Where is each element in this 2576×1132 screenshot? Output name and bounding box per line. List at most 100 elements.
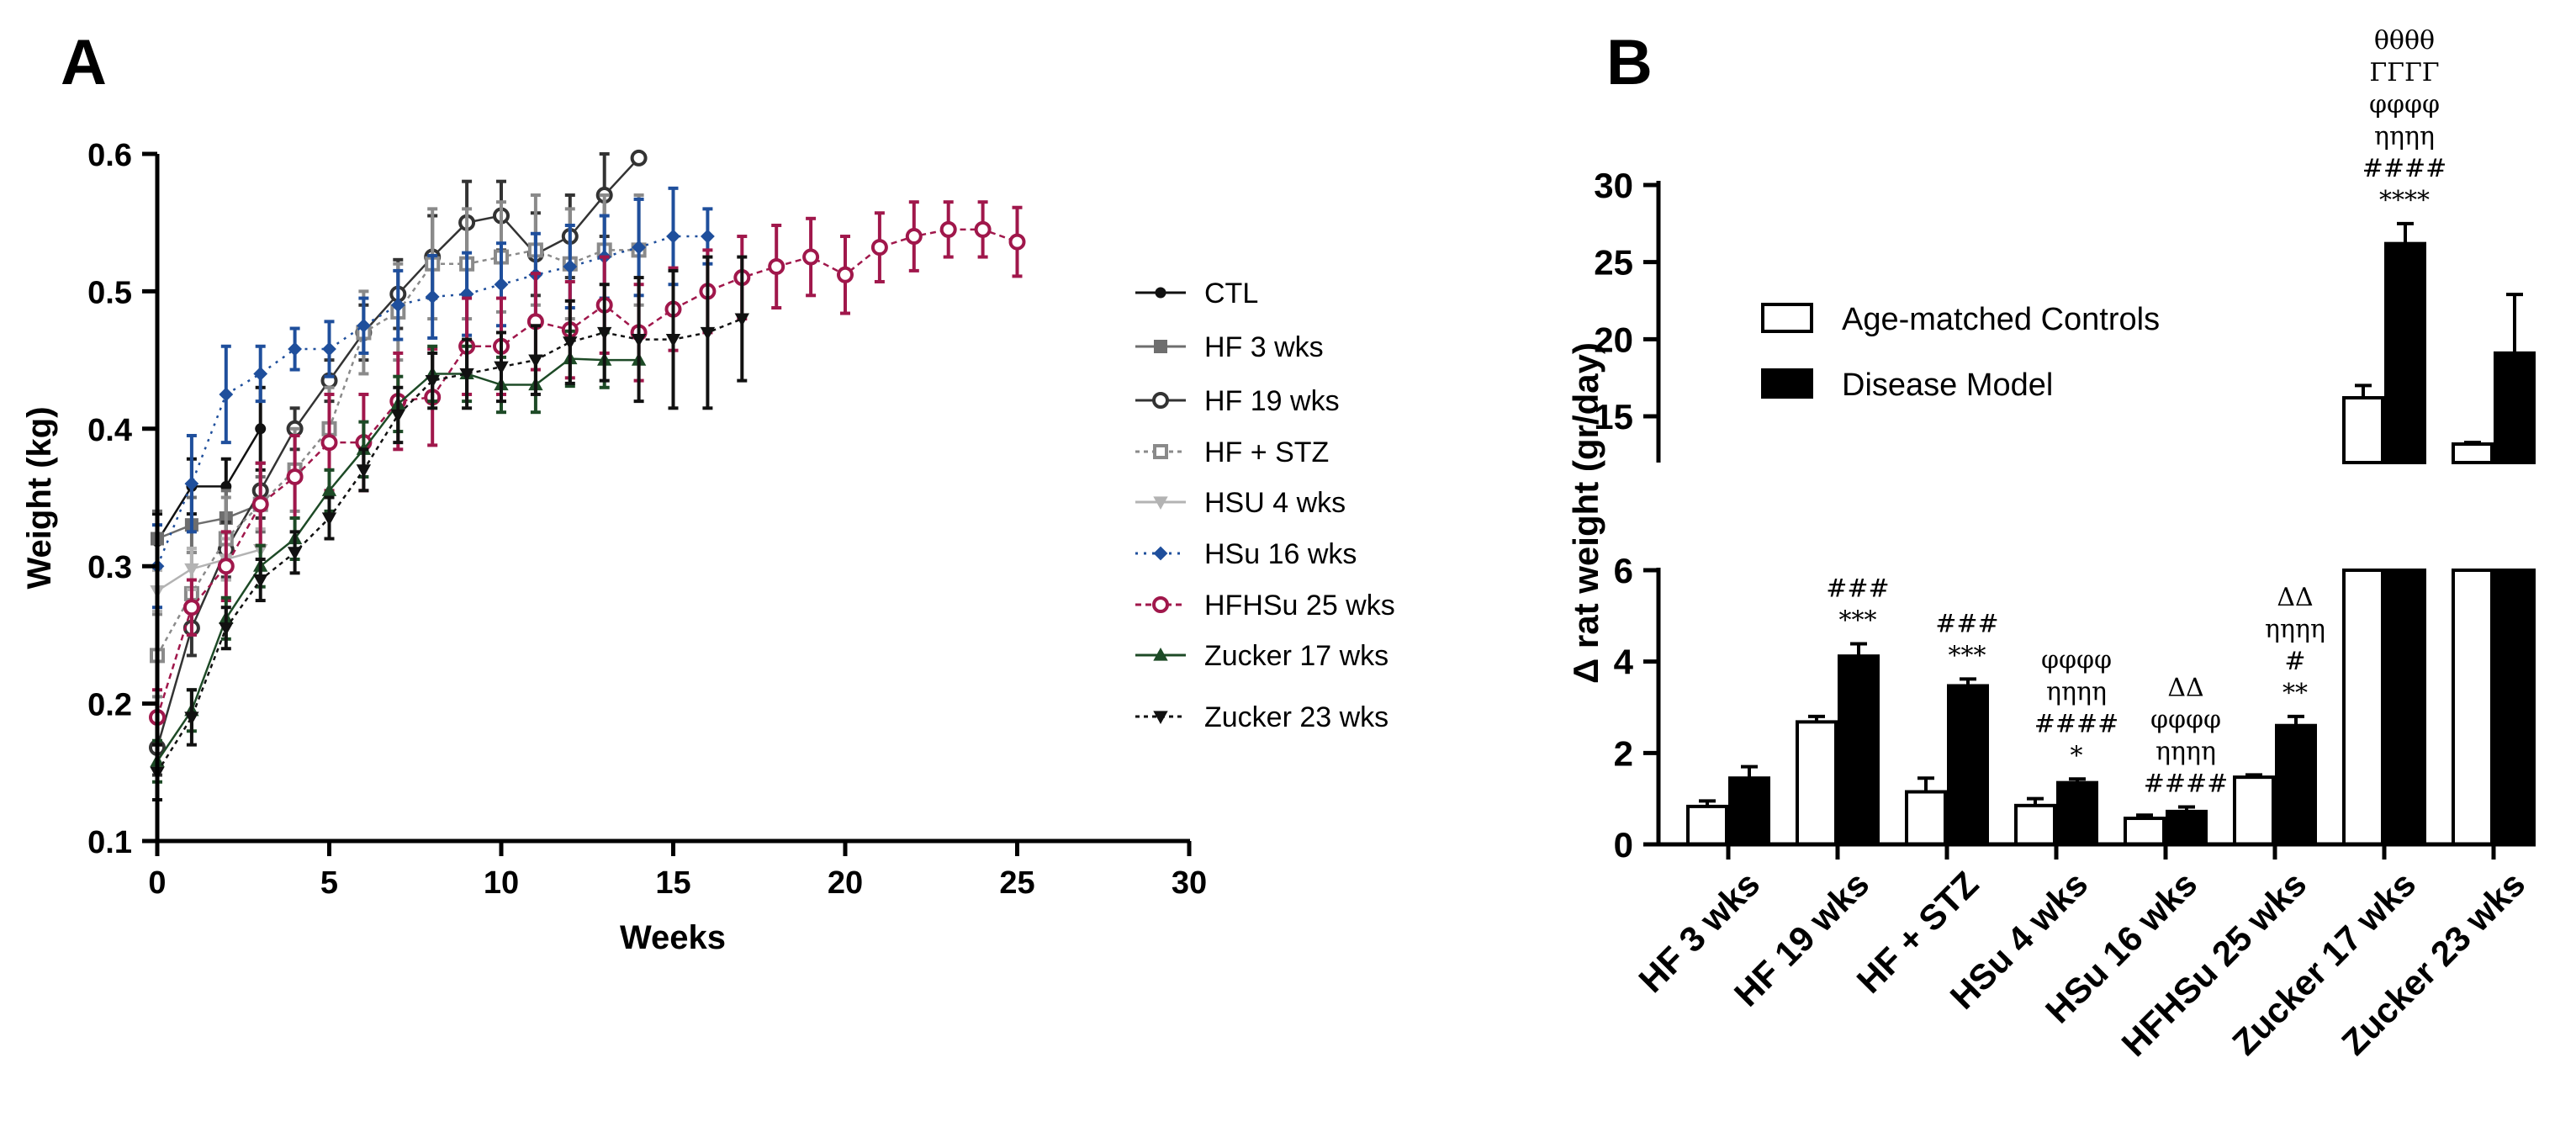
- b-y-tick-label: 4: [1614, 643, 1634, 682]
- data-point: [700, 326, 716, 341]
- significance-marker: ****: [2379, 186, 2430, 215]
- a-x-tick-label: 5: [320, 865, 338, 901]
- data-point: [322, 341, 336, 357]
- bar: [2166, 809, 2208, 847]
- legend-item: HFHSu 25 wks: [1135, 590, 1395, 622]
- bar: [1686, 804, 1728, 846]
- series-line: [156, 428, 262, 542]
- data-point: [321, 483, 337, 496]
- data-point: [219, 622, 234, 636]
- legend-label: Zucker 23 wks: [1204, 701, 1389, 733]
- data-point: [320, 434, 338, 452]
- series-line: [156, 157, 640, 748]
- bar: [2384, 569, 2426, 846]
- bar-group: [1686, 799, 1728, 846]
- data-point: [356, 464, 372, 478]
- data-point: [288, 341, 303, 357]
- bar-group: [1838, 642, 1880, 846]
- a-y-tick-label: 0.5: [87, 275, 132, 310]
- bar-group: [1796, 714, 1838, 846]
- panel-letter-b: B: [1606, 27, 1653, 98]
- data-point: [459, 368, 474, 382]
- b-category-label: Zucker 23 wks: [2334, 864, 2532, 1062]
- significance-marker: ####: [2362, 154, 2447, 183]
- series-line: [156, 503, 262, 540]
- data-point: [494, 361, 509, 375]
- legend-marker: [1153, 647, 1168, 661]
- b-y-tick-label: 30: [1594, 166, 1633, 205]
- data-point: [184, 563, 199, 577]
- data-point: [563, 259, 578, 274]
- legend-swatch: [1761, 303, 1813, 333]
- legend-marker: [1153, 711, 1168, 725]
- data-point: [321, 512, 337, 526]
- data-point: [287, 547, 303, 560]
- bar: [2452, 442, 2494, 464]
- weight-line-chart: 0 5 10 15 20 25 30 0.1 0.2 0.3 0.4 0.5 0.6 Weeks Wei…: [21, 138, 1395, 956]
- data-point: [219, 387, 234, 402]
- data-point: [184, 476, 199, 491]
- a-y-tick-label: 0.2: [87, 688, 132, 723]
- bar-group: [2384, 221, 2426, 846]
- significance-marker: ηηηη: [2374, 122, 2435, 151]
- legend-item: Age-matched Controls: [1761, 302, 2160, 337]
- significance-marker: **: [2282, 679, 2308, 708]
- a-y-tick-label: 0.3: [87, 550, 132, 585]
- series-line: [156, 317, 743, 773]
- bar-group: [2056, 777, 2098, 847]
- bar-group: [2342, 384, 2384, 846]
- legend-label: HF 3 wks: [1204, 331, 1324, 363]
- series-CTL: [151, 385, 267, 571]
- significance-marker: φφφφ: [2041, 645, 2112, 674]
- legend-item: HSU 4 wks: [1135, 487, 1346, 519]
- legend-marker: [1152, 392, 1169, 409]
- a-x-tick-label: 30: [1172, 865, 1207, 901]
- data-point: [390, 298, 405, 313]
- bar-group: [2166, 805, 2208, 847]
- significance-marker: ***: [1949, 641, 1986, 670]
- legend-marker: [1154, 340, 1167, 353]
- b-y-tick-label: 2: [1614, 733, 1633, 773]
- bar-group: [2233, 773, 2275, 847]
- bar: [2056, 780, 2098, 847]
- data-point: [494, 277, 509, 292]
- legend-item: HF 3 wks: [1135, 331, 1324, 363]
- a-y-tick-label: 0.6: [87, 138, 132, 173]
- data-point: [768, 257, 785, 275]
- significance-marker: ***: [1839, 606, 1877, 635]
- b-y-tick-label: 6: [1614, 551, 1633, 590]
- a-x-tick-label: 25: [999, 865, 1034, 901]
- data-point: [939, 220, 957, 238]
- significance-marker: ΔΔ: [2167, 673, 2203, 702]
- data-point: [425, 375, 440, 389]
- data-point: [255, 423, 267, 435]
- bar: [2233, 775, 2275, 847]
- b-category-label: Zucker 17 wks: [2224, 864, 2423, 1062]
- data-point: [631, 333, 647, 347]
- b-category-label: HFHSu 25 wks: [2113, 864, 2314, 1064]
- legend-item: Zucker 23 wks: [1135, 701, 1389, 733]
- significance-marker: ηηηη: [2046, 677, 2107, 706]
- legend-item: HSu 16 wks: [1135, 538, 1357, 570]
- data-point: [253, 367, 268, 381]
- data-point: [665, 333, 681, 347]
- legend-label: HFHSu 25 wks: [1204, 590, 1395, 622]
- significance-marker: ####: [2144, 769, 2229, 798]
- bar-group: [2124, 813, 2166, 847]
- significance-marker: ###: [1935, 609, 1998, 638]
- b-legend: Age-matched Controls Disease Model: [1761, 302, 2160, 403]
- legend-label: HF + STZ: [1204, 436, 1329, 468]
- significance-marker: ΓΓΓΓ: [2369, 58, 2439, 87]
- data-point: [253, 574, 268, 588]
- bar: [2494, 569, 2536, 846]
- significance-marker: φφφφ: [2150, 705, 2221, 734]
- a-x-tick-label: 15: [655, 865, 690, 901]
- bar: [1728, 776, 1770, 847]
- bar: [2014, 803, 2056, 846]
- legend-marker: [1155, 287, 1166, 299]
- bar: [2342, 569, 2384, 846]
- b-y-tick-label: 20: [1594, 320, 1633, 359]
- legend-marker: [1152, 596, 1169, 613]
- bar-group: [1728, 764, 1770, 847]
